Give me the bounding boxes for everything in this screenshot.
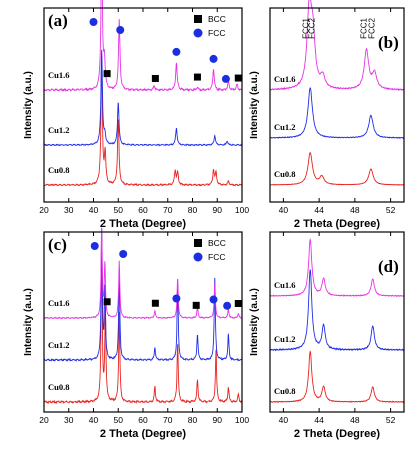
panel-a-series-Cu1.2	[43, 49, 242, 147]
panel-c-xtick-label: 30	[64, 415, 74, 425]
panel-a-xtick-label: 40	[89, 205, 99, 215]
panel-b-series-label-Cu0.8: Cu0.8	[274, 169, 296, 179]
panel-a-xtick-label: 20	[39, 205, 49, 215]
panel-b-xtick-label: 48	[350, 205, 360, 215]
panel-a-bcc-marker	[234, 74, 242, 82]
panel-d-series-Cu0.8	[269, 350, 405, 404]
panel-b-xtick-label: 44	[314, 205, 324, 215]
panel-c-x-axis-title: 2 Theta (Degree)	[100, 428, 187, 440]
panel-b-xtick-label: 52	[386, 205, 396, 215]
panel-c-xtick-label: 20	[39, 415, 49, 425]
panel-c-xtick-label: 90	[213, 415, 223, 425]
panel-c-legend-fcc: FCC	[208, 252, 225, 262]
panel-a-xtick-label: 90	[213, 205, 223, 215]
panel-a-series-Cu1.6	[43, 0, 243, 93]
panel-a-xtick-label: 70	[163, 205, 173, 215]
panel-b-peak-label: FCC1	[359, 17, 368, 38]
panel-b-xtick-label: 40	[279, 205, 289, 215]
panel-d-series-label-Cu0.8: Cu0.8	[274, 386, 296, 396]
panel-a-bcc-marker	[193, 73, 201, 81]
panel-b-label: (b)	[378, 33, 399, 52]
panel-a-xtick-label: 50	[114, 205, 124, 215]
panel-a-fcc-marker	[172, 47, 181, 56]
panel-c-series-Cu1.6	[43, 227, 243, 320]
panel-d-series-label-Cu1.2: Cu1.2	[274, 334, 296, 344]
panel-a-label: (a)	[48, 11, 68, 30]
panel-d-y-axis-title: Intensity (a.u.)	[249, 288, 260, 356]
panel-b-peak-label: FCC2	[368, 17, 377, 38]
panel-c-series-label-Cu1.2: Cu1.2	[48, 340, 70, 350]
panel-c-legend-bcc: BCC	[208, 238, 226, 248]
panel-c-bcc-marker	[103, 298, 111, 306]
panel-b-series-Cu1.2	[269, 87, 405, 139]
panel-d-series-Cu1.2	[270, 269, 405, 352]
panel-c-xtick-label: 100	[235, 415, 249, 425]
panel-a-fcc-marker	[116, 26, 125, 34]
panel-c-xtick-label: 60	[138, 415, 148, 425]
panel-a-fcc-marker	[209, 54, 218, 63]
panel-a-bcc-marker	[103, 70, 111, 78]
panel-b-series-label-Cu1.6: Cu1.6	[274, 74, 296, 84]
panel-b-y-axis-title: Intensity (a.u.)	[249, 71, 260, 139]
panel-c-series-label-Cu0.8: Cu0.8	[48, 382, 70, 392]
panel-c-series-label-Cu1.6: Cu1.6	[48, 298, 70, 308]
panel-b-series-Cu1.6	[269, 0, 405, 92]
panel-a-bcc-marker	[151, 74, 159, 82]
panel-b-peak-label: FCC2	[308, 17, 317, 38]
panel-c-series-Cu1.2	[43, 228, 242, 362]
panel-c-xtick-label: 50	[114, 415, 124, 425]
panel-c-bcc-marker	[192, 301, 200, 309]
panel-d-series-Cu1.6	[270, 238, 405, 298]
panel-c-fcc-marker	[172, 294, 181, 303]
panel-d-xtick-label: 40	[279, 415, 289, 425]
panel-d-xtick-label: 44	[314, 415, 324, 425]
panel-a-legend-fcc: FCC	[208, 28, 225, 38]
panel-c-label: (c)	[48, 235, 67, 254]
panel-c-fcc-marker	[119, 250, 128, 258]
panel-a-xtick-label: 100	[235, 205, 249, 215]
panel-b-series-Cu0.8	[269, 151, 405, 186]
panel-a-x-axis-title: 2 Theta (Degree)	[100, 218, 187, 230]
panel-c-bcc-marker	[234, 300, 242, 308]
panel-c-xtick-label: 80	[188, 415, 198, 425]
panel-c-legend-fcc-marker	[193, 252, 203, 262]
panel-a-fcc-marker	[89, 18, 98, 26]
panel-c-legend-bcc-marker	[194, 239, 202, 247]
panel-b-x-axis-title: 2 Theta (Degree)	[294, 218, 381, 230]
panel-d-frame	[269, 231, 405, 413]
panel-a-legend-bcc: BCC	[208, 14, 226, 24]
panel-c-fcc-marker	[90, 242, 99, 250]
panel-d-xtick-label: 52	[386, 415, 396, 425]
panel-b-frame	[269, 7, 405, 203]
panel-c-bcc-marker	[151, 299, 159, 307]
panel-c-xtick-label: 40	[89, 415, 99, 425]
panel-a-fcc-marker	[221, 74, 230, 83]
panel-d-xtick-label: 48	[350, 415, 360, 425]
panel-d-series-label-Cu1.6: Cu1.6	[274, 280, 296, 290]
panel-a-legend-fcc-marker	[193, 28, 203, 38]
panel-b-series-label-Cu1.2: Cu1.2	[274, 122, 296, 132]
panel-a-legend-bcc-marker	[194, 15, 202, 23]
panel-a-series-Cu0.8	[43, 63, 243, 187]
panel-c-y-axis-title: Intensity (a.u.)	[23, 288, 34, 356]
panel-a-xtick-label: 60	[138, 205, 148, 215]
panel-a-series-label-Cu1.2: Cu1.2	[48, 125, 70, 135]
panel-a-series-label-Cu0.8: Cu0.8	[48, 165, 70, 175]
panel-c-series-Cu0.8	[43, 249, 243, 405]
panel-c-fcc-marker	[209, 295, 218, 304]
panel-d-label: (d)	[378, 257, 399, 276]
panel-c-xtick-label: 70	[163, 415, 173, 425]
panel-a-y-axis-title: Intensity (a.u.)	[23, 71, 34, 139]
panel-a-series-label-Cu1.6: Cu1.6	[48, 70, 70, 80]
panel-a-xtick-label: 30	[64, 205, 74, 215]
panel-a-xtick-label: 80	[188, 205, 198, 215]
panel-c-fcc-marker	[223, 301, 232, 310]
panel-b-peak-label: FCC1	[301, 17, 310, 38]
panel-d-x-axis-title: 2 Theta (Degree)	[294, 428, 381, 440]
